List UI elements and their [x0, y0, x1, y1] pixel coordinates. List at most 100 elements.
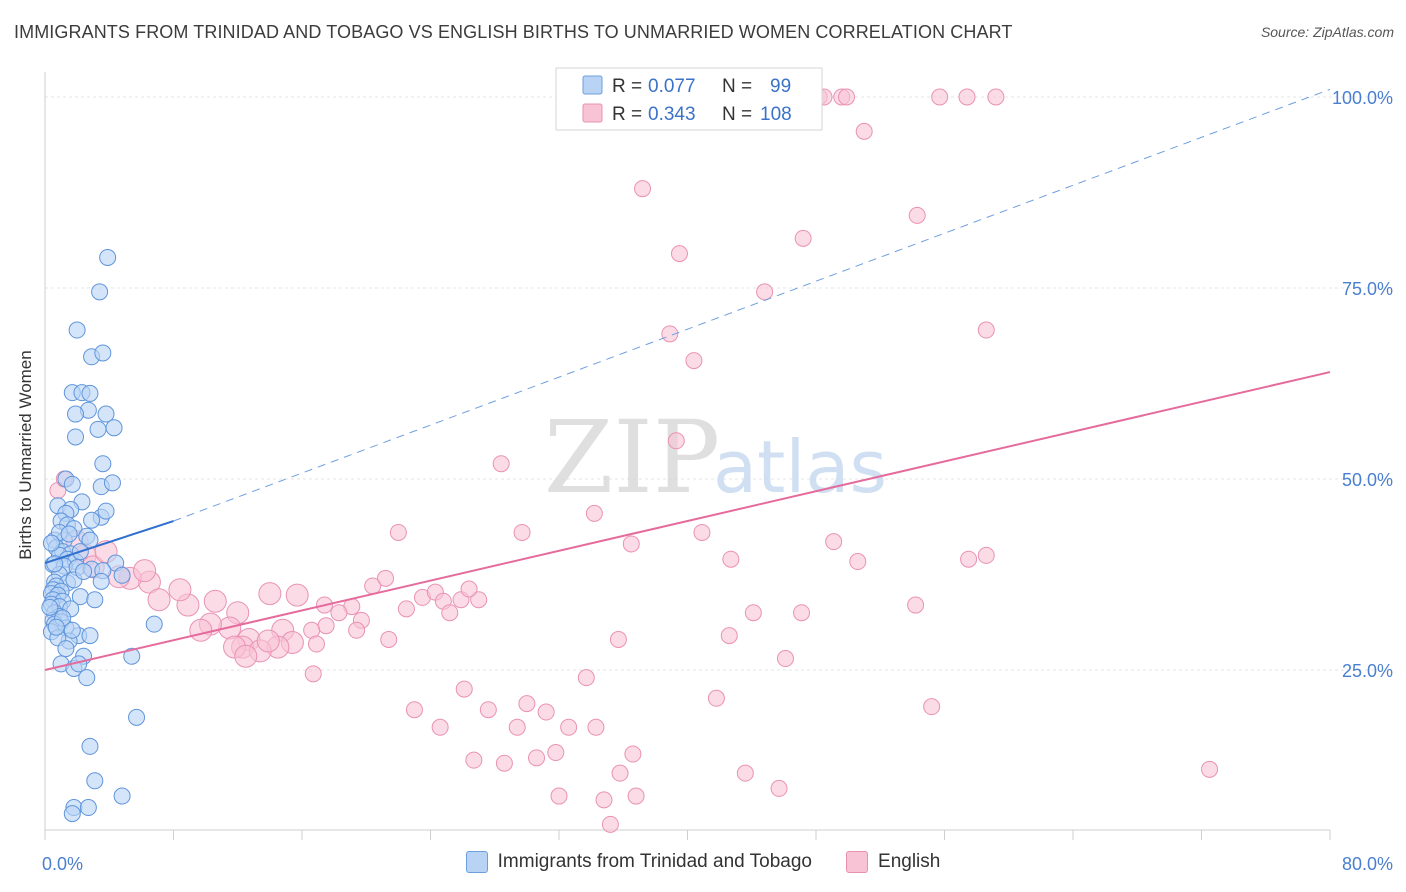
trinidad-point — [63, 805, 81, 823]
trinidad-trend-dashed — [173, 88, 1331, 522]
english-point — [455, 680, 473, 698]
english-point — [189, 618, 213, 642]
legend-n-label: N = — [722, 76, 752, 97]
english-point — [624, 745, 642, 763]
trinidad-point — [78, 669, 96, 687]
trinidad-point — [67, 428, 85, 446]
english-point — [397, 600, 415, 618]
trinidad-points — [41, 248, 163, 823]
english-point — [587, 718, 605, 736]
english-point — [547, 744, 565, 762]
trinidad-trend-line — [44, 520, 174, 564]
english-point — [987, 88, 1005, 106]
y-tick-label: 75.0% — [1342, 279, 1393, 299]
english-point — [923, 698, 941, 716]
trinidad-point — [94, 455, 112, 473]
trinidad-point — [81, 627, 99, 645]
trinidad-point — [128, 708, 146, 726]
trinidad-point — [86, 772, 104, 790]
trinidad-point — [68, 321, 86, 339]
english-trend-line — [44, 371, 1331, 671]
trinidad-point — [63, 621, 81, 639]
english-point — [577, 669, 595, 687]
trinidad-point — [113, 566, 131, 584]
y-tick-label: 100.0% — [1332, 88, 1393, 108]
trinidad-point — [46, 555, 64, 573]
axes — [44, 72, 1331, 840]
trinidad-point — [97, 405, 115, 423]
english-point — [307, 635, 325, 653]
trinidad-point — [92, 572, 110, 590]
english-point — [256, 629, 280, 653]
english-point — [330, 604, 348, 622]
english-point — [133, 559, 157, 583]
legend-label-english: English — [878, 851, 941, 872]
chart-title: IMMIGRANTS FROM TRINIDAD AND TOBAGO VS E… — [14, 22, 1013, 42]
watermark-atlas: atlas — [713, 425, 887, 509]
trinidad-point — [63, 475, 81, 493]
tick-labels: 25.0% 50.0% 75.0% 100.0% 0.0% 80.0% — [42, 88, 1393, 874]
trinidad-point — [67, 405, 85, 423]
english-point — [958, 88, 976, 106]
english-point — [855, 122, 873, 140]
trinidad-point — [105, 419, 123, 437]
english-point — [258, 582, 282, 606]
english-point — [470, 591, 488, 609]
english-point — [460, 580, 478, 598]
english-point — [380, 630, 398, 648]
english-point — [234, 644, 258, 668]
english-point — [960, 550, 978, 568]
english-point — [560, 718, 578, 736]
trinidad-point — [41, 598, 59, 616]
trinidad-point — [86, 591, 104, 609]
trinidad-point — [75, 562, 93, 580]
legend-label-trinidad: Immigrants from Trinidad and Tobago — [497, 851, 813, 872]
english-point — [720, 627, 738, 645]
trinidad-point — [57, 640, 75, 658]
english-point — [479, 701, 497, 719]
english-point — [776, 650, 794, 668]
trinidad-point — [145, 615, 163, 633]
legend-r-label: R = — [612, 76, 642, 97]
legend-item-english: English — [846, 851, 940, 873]
english-point — [405, 701, 423, 719]
english-point — [348, 621, 366, 639]
legend-item-trinidad: Immigrants from Trinidad and Tobago — [465, 851, 813, 873]
english-point — [722, 550, 740, 568]
english-point — [492, 455, 510, 473]
trinidad-point — [94, 344, 112, 362]
stats-legend: R = 0.077 N = 99 R = 0.343 N = 108 — [555, 67, 823, 131]
legend-n-value-pink: 108 — [760, 104, 792, 125]
english-point — [595, 791, 613, 809]
trinidad-point — [91, 283, 109, 301]
legend-r-value-blue: 0.077 — [648, 76, 696, 97]
legend-r-label: R = — [612, 104, 642, 125]
english-point — [794, 229, 812, 247]
english-point — [670, 245, 688, 263]
trinidad-point — [113, 787, 131, 805]
english-point — [667, 432, 685, 450]
trinidad-point — [103, 474, 121, 492]
english-point — [977, 321, 995, 339]
source-label: Source: ZipAtlas.com — [1260, 24, 1394, 40]
english-point — [931, 88, 949, 106]
english-point — [611, 764, 629, 782]
english-point — [977, 546, 995, 564]
trinidad-point — [99, 248, 117, 266]
english-point — [285, 583, 309, 607]
trinidad-point — [79, 799, 97, 817]
english-point — [537, 703, 555, 721]
legend-n-value-blue: 99 — [770, 76, 791, 97]
english-point — [147, 588, 171, 612]
trinidad-point — [47, 618, 65, 636]
english-point — [793, 604, 811, 622]
english-point — [838, 88, 856, 106]
trend-lines — [44, 88, 1331, 671]
trinidad-point — [81, 384, 99, 402]
legend-swatch-trinidad — [465, 851, 488, 873]
english-point — [685, 352, 703, 370]
y-axis-label: Births to Unmarried Women — [16, 350, 35, 559]
legend-swatch-pink — [582, 103, 603, 123]
english-point — [585, 504, 603, 522]
